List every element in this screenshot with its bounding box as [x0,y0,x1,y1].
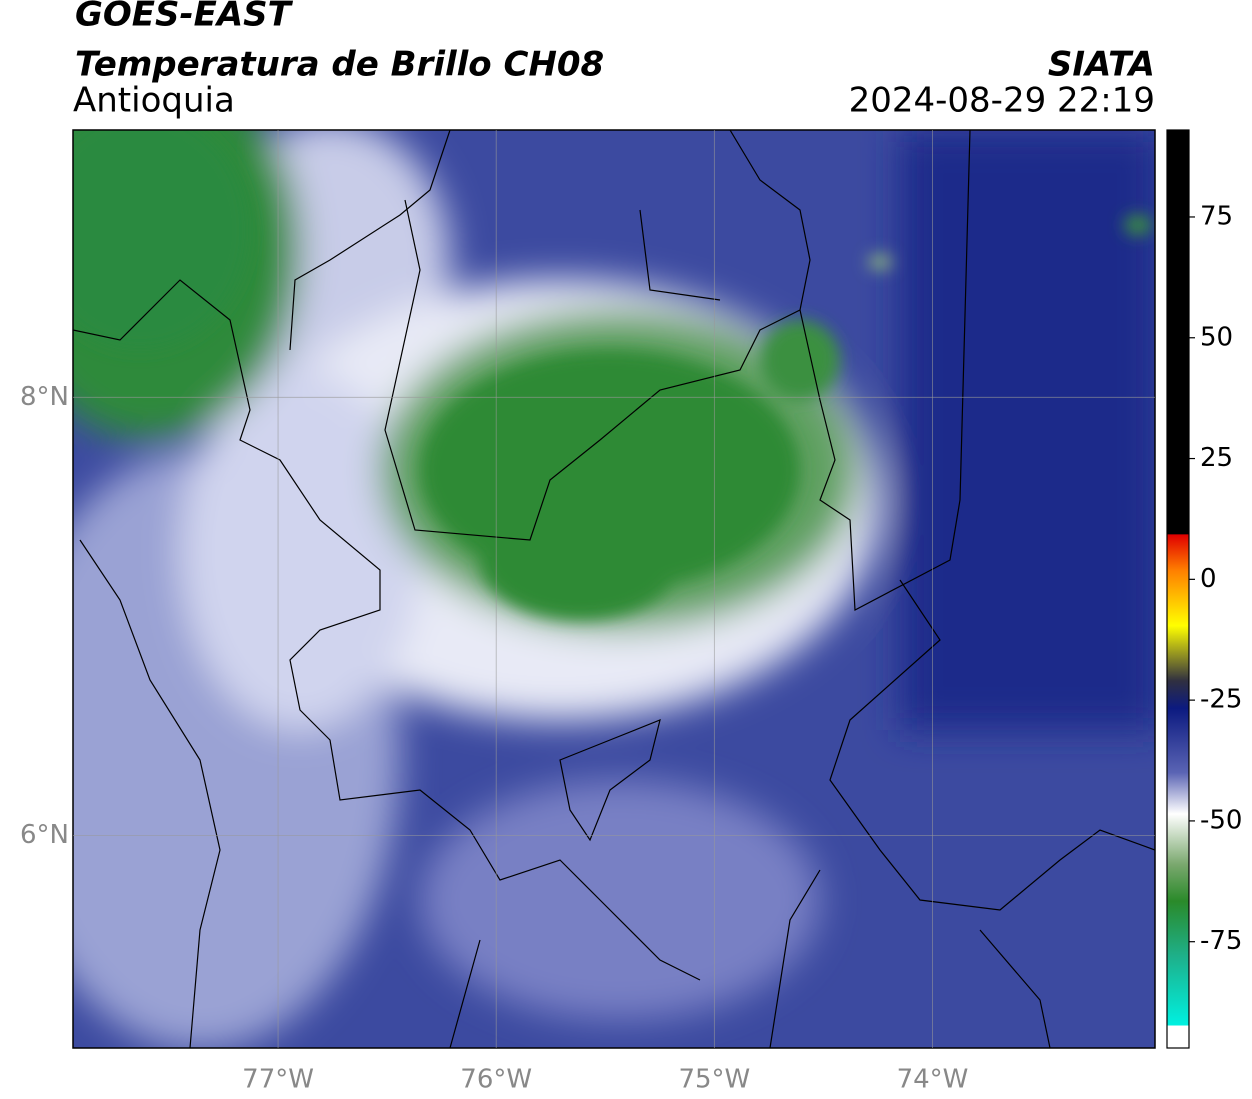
lon-tick-label: 75°W [678,1065,750,1095]
lat-tick-label: 6°N [20,820,69,850]
source: SIATA [1048,45,1155,85]
borders [73,130,1155,1048]
colorbar-tick-label: 25 [1200,443,1233,473]
title: GOES-EAST [75,0,294,35]
header: GOES-EAST Temperatura de Brillo CH08 Ant… [73,0,1155,121]
lon-tick-label: 77°W [242,1065,314,1095]
colorbar-tick-label: -50 [1200,805,1242,835]
colorbar [1166,129,1190,1049]
colorbar-tick-label: 75 [1200,201,1233,231]
lat-tick-label: 8°N [20,382,69,412]
satellite-image [73,130,1155,1048]
map-frame [72,129,1156,1049]
colorbar-tick-label: 0 [1200,564,1217,594]
colorbar-tick-label: -25 [1200,685,1242,715]
colorbar-tick-label: -75 [1200,926,1242,956]
region: Antioquia [73,81,235,121]
subtitle: Temperatura de Brillo CH08 [75,45,604,85]
lon-tick-label: 76°W [460,1065,532,1095]
colorbar-tick-label: 50 [1200,322,1233,352]
timestamp: 2024-08-29 22:19 [849,81,1155,121]
lon-tick-label: 74°W [897,1065,969,1095]
